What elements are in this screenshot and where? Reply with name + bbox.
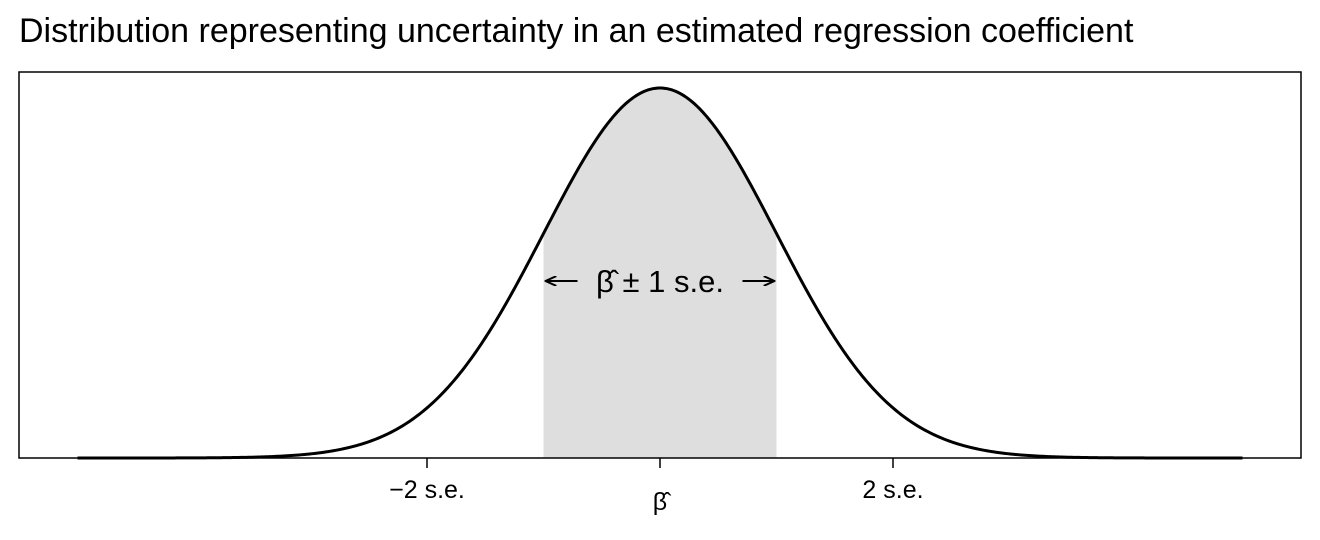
shaded-interval: [543, 88, 777, 458]
x-tick-label: −2 s.e.: [389, 476, 465, 504]
density-curve: [77, 86, 1243, 460]
x-tick-label: 2 s.e.: [862, 476, 923, 504]
chart-title: Distribution representing uncertainty in…: [19, 12, 1134, 50]
interval-label: β̂ ± 1 s.e.: [596, 264, 724, 299]
x-axis-ticks: −2 s.e. β̂ 2 s.e.: [389, 458, 924, 516]
interval-annotation: β̂ ± 1 s.e.: [546, 264, 775, 299]
x-tick-label: β̂: [653, 488, 672, 516]
